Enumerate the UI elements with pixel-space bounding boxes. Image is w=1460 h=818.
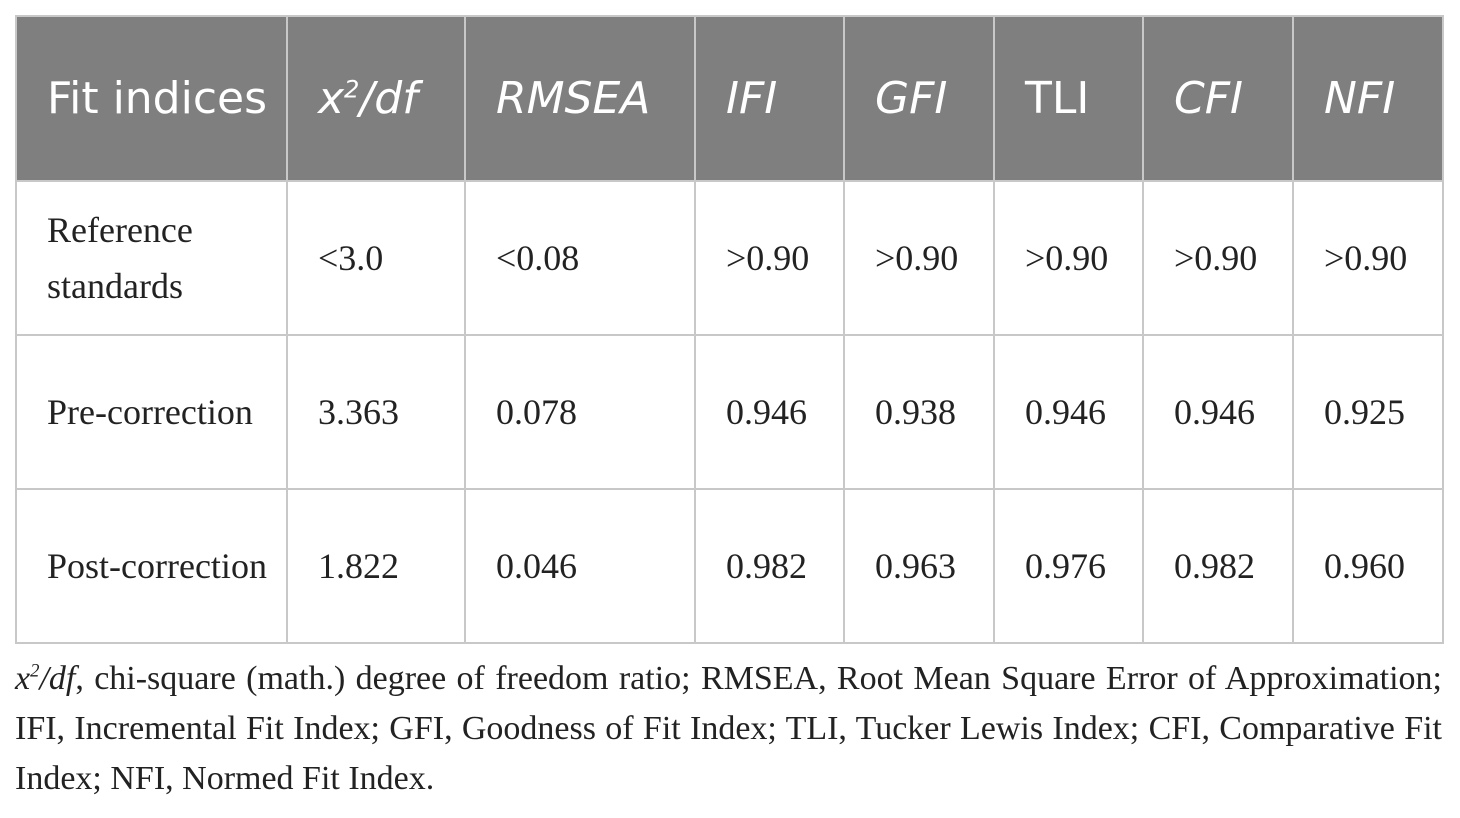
header-chi-exponent: 2 bbox=[344, 74, 360, 103]
header-tli: TLI bbox=[993, 15, 1144, 182]
cell-chi-df: 1.822 bbox=[286, 488, 466, 644]
fit-indices-table: Fit indices x2/df RMSEA IFI GFI TLI CFI … bbox=[15, 15, 1444, 644]
header-fit-indices: Fit indices bbox=[15, 15, 288, 182]
cell-cfi: 0.946 bbox=[1142, 334, 1294, 490]
cell-ifi: 0.982 bbox=[694, 488, 845, 644]
cell-tli: 0.946 bbox=[993, 334, 1144, 490]
row-label: Post-correction bbox=[15, 488, 288, 644]
footnote-symbol: x2/df bbox=[15, 660, 75, 697]
footnote-symbol-base: x bbox=[15, 660, 31, 697]
fit-indices-table-container: Fit indices x2/df RMSEA IFI GFI TLI CFI … bbox=[15, 15, 1444, 644]
cell-nfi: 0.925 bbox=[1292, 334, 1444, 490]
cell-cfi: >0.90 bbox=[1142, 180, 1294, 336]
cell-ifi: 0.946 bbox=[694, 334, 845, 490]
cell-nfi: 0.960 bbox=[1292, 488, 1444, 644]
footnote-text: , chi-square (math.) degree of freedom r… bbox=[15, 660, 1442, 797]
table-row-pre-correction: Pre-correction 3.363 0.078 0.946 0.938 0… bbox=[15, 334, 1444, 490]
cell-rmsea: <0.08 bbox=[464, 180, 696, 336]
footnote-symbol-suffix: /df bbox=[39, 660, 76, 697]
header-cfi: CFI bbox=[1142, 15, 1294, 182]
cell-cfi: 0.982 bbox=[1142, 488, 1294, 644]
row-label: Pre-correction bbox=[15, 334, 288, 490]
header-chi-square-df: x2/df bbox=[286, 15, 466, 182]
cell-rmsea: 0.046 bbox=[464, 488, 696, 644]
header-rmsea: RMSEA bbox=[464, 15, 696, 182]
cell-chi-df: <3.0 bbox=[286, 180, 466, 336]
cell-tli: 0.976 bbox=[993, 488, 1144, 644]
table-row-post-correction: Post-correction 1.822 0.046 0.982 0.963 … bbox=[15, 488, 1444, 644]
table-row-reference-standards: Reference standards <3.0 <0.08 >0.90 >0.… bbox=[15, 180, 1444, 336]
cell-gfi: >0.90 bbox=[843, 180, 995, 336]
cell-chi-df: 3.363 bbox=[286, 334, 466, 490]
header-chi-base: x bbox=[318, 72, 345, 124]
cell-tli: >0.90 bbox=[993, 180, 1144, 336]
footnote-symbol-exponent: 2 bbox=[30, 660, 40, 682]
cell-gfi: 0.963 bbox=[843, 488, 995, 644]
header-ifi: IFI bbox=[694, 15, 845, 182]
header-gfi: GFI bbox=[843, 15, 995, 182]
header-nfi: NFI bbox=[1292, 15, 1444, 182]
cell-gfi: 0.938 bbox=[843, 334, 995, 490]
cell-rmsea: 0.078 bbox=[464, 334, 696, 490]
header-chi-suffix: /df bbox=[359, 72, 418, 124]
table-footnote: x2/df, chi-square (math.) degree of free… bbox=[15, 654, 1442, 804]
cell-ifi: >0.90 bbox=[694, 180, 845, 336]
cell-nfi: >0.90 bbox=[1292, 180, 1444, 336]
table-header-row: Fit indices x2/df RMSEA IFI GFI TLI CFI … bbox=[15, 15, 1444, 182]
row-label: Reference standards bbox=[15, 180, 288, 336]
